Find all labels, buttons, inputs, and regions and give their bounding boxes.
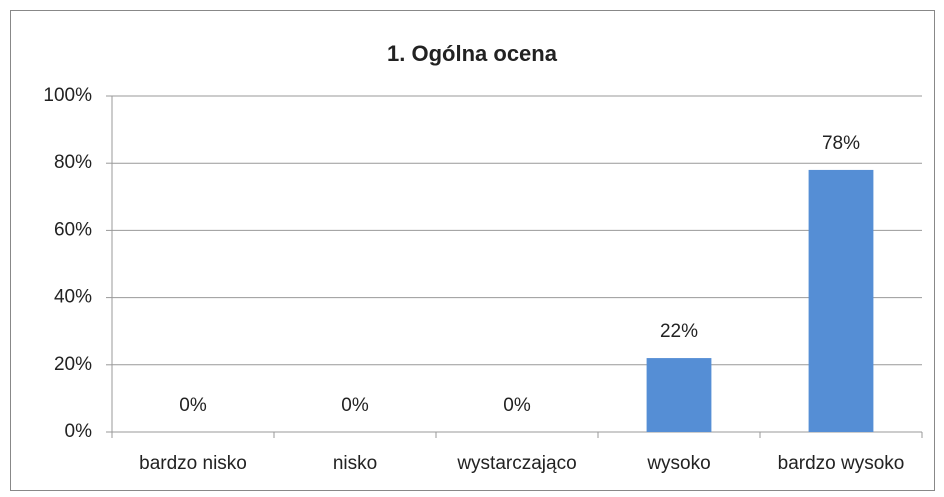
y-tick-label: 80% [54,152,92,173]
data-label: 78% [822,133,860,154]
x-tick-label: bardzo nisko [139,453,247,474]
data-label: 0% [179,395,207,416]
y-tick-label: 0% [65,421,93,442]
y-tick-label: 20% [54,354,92,375]
x-tick-label: bardzo wysoko [778,453,905,474]
y-tick-label: 60% [54,219,92,240]
data-label: 0% [341,395,369,416]
y-tick-label: 40% [54,287,92,308]
x-tick-label: wysoko [646,453,710,474]
x-tick-label: wystarczająco [456,453,576,474]
data-label: 0% [503,395,531,416]
chart-border [10,10,935,491]
y-tick-label: 100% [43,85,92,106]
data-label: 22% [660,321,698,342]
x-tick-label: nisko [333,453,377,474]
bar [646,358,712,432]
bar [808,169,874,433]
chart-title: 1. Ogólna ocena [387,41,558,66]
